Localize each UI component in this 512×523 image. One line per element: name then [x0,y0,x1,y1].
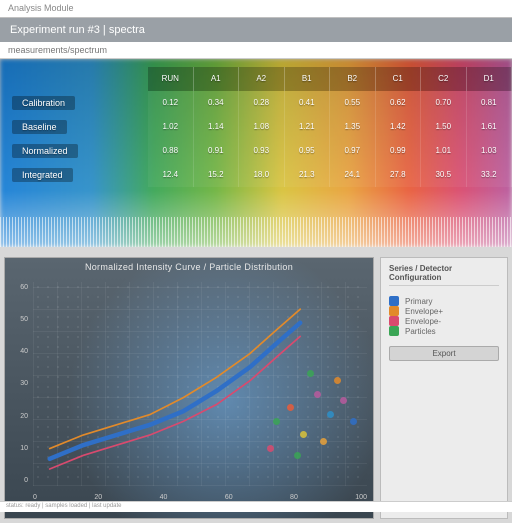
y-tick: 30 [5,380,31,387]
table-cell: 0.93 [239,139,285,163]
table-cell: 1.01 [421,139,467,163]
table-cell: 0.91 [194,139,240,163]
x-tick: 20 [94,494,102,501]
table-cell: 1.02 [148,115,194,139]
table-cell: 12.4 [148,163,194,187]
column-header[interactable]: B1 [285,67,331,91]
legend-label: Primary [405,297,433,306]
legend-swatch [389,296,399,306]
column-header[interactable]: D1 [467,67,512,91]
table-cell: 1.35 [330,115,376,139]
table-cell: 1.42 [376,115,422,139]
table-cell: 0.88 [148,139,194,163]
legend-swatch [389,326,399,336]
table-cell: 1.50 [421,115,467,139]
y-tick: 60 [5,284,31,291]
column-header[interactable]: B2 [330,67,376,91]
x-tick: 60 [225,494,233,501]
x-tick: 0 [33,494,37,501]
y-tick: 10 [5,445,31,452]
legend-items: PrimaryEnvelope+Envelope-Particles [389,296,499,336]
table-cell: 1.08 [239,115,285,139]
chart-panel: Normalized Intensity Curve / Particle Di… [4,257,374,519]
table-cell: 33.2 [467,163,512,187]
y-axis: 60 50 40 30 20 10 0 [5,276,31,504]
column-header[interactable]: C1 [376,67,422,91]
scatter-point [287,404,294,411]
breadcrumb: measurements/spectrum [0,42,512,59]
table-cell: 1.21 [285,115,331,139]
table-cell: 21.3 [285,163,331,187]
table-cell: 1.14 [194,115,240,139]
legend-row[interactable]: Envelope- [389,316,499,326]
legend-label: Envelope+ [405,307,443,316]
table-cell: 0.12 [148,91,194,115]
page-title: Experiment run #3 | spectra [10,24,145,36]
lower-container: Normalized Intensity Curve / Particle Di… [0,247,512,523]
app-topbar: Analysis Module [0,0,512,18]
table-cell: 0.81 [467,91,512,115]
table-cell: 0.34 [194,91,240,115]
scatter-point [294,452,301,459]
status-footer: status: ready | samples loaded | last up… [0,501,512,512]
legend-row[interactable]: Envelope+ [389,306,499,316]
scatter-point [327,411,334,418]
spectrum-ruler [0,217,512,247]
spectrum-panel: RUNA1A2B1B2C1C2D1 Calibration 0.120.340.28… [0,59,512,247]
row-label: Normalized [12,144,78,158]
table-cell: 0.41 [285,91,331,115]
series-upper [50,309,301,448]
table-cell: 27.8 [376,163,422,187]
table-cell: 0.95 [285,139,331,163]
footer-text: status: ready | samples loaded | last up… [6,503,122,509]
y-tick: 40 [5,348,31,355]
legend-label: Envelope- [405,317,441,326]
table-cell: 0.62 [376,91,422,115]
plot-svg [33,282,367,486]
table-cell: 18.0 [239,163,285,187]
scatter-point [334,377,341,384]
page-header: Experiment run #3 | spectra [0,18,512,42]
table-cell: 0.70 [421,91,467,115]
table-cell: 15.2 [194,163,240,187]
app-label: Analysis Module [8,3,74,13]
legend-label: Particles [405,327,436,336]
table-cell: 24.1 [330,163,376,187]
chart-title: Normalized Intensity Curve / Particle Di… [5,258,373,276]
export-button[interactable]: Export [389,346,499,361]
legend-row[interactable]: Particles [389,326,499,336]
scatter-point [267,445,274,452]
table-cell: 0.97 [330,139,376,163]
chart-body: 6050403020100 020406080100 [5,276,373,504]
legend-title: Series / Detector Configuration [389,264,499,286]
legend-panel: Series / Detector Configuration PrimaryE… [380,257,508,519]
x-tick: 40 [160,494,168,501]
table-cell: 0.28 [239,91,285,115]
column-header[interactable]: RUN [148,67,194,91]
y-tick: 50 [5,316,31,323]
x-tick: 80 [290,494,298,501]
breadcrumb-text: measurements/spectrum [8,45,107,55]
y-tick: 0 [5,477,31,484]
table-cell: 0.99 [376,139,422,163]
legend-swatch [389,306,399,316]
table-cell: 30.5 [421,163,467,187]
scatter-point [314,391,321,398]
legend-row[interactable]: Primary [389,296,499,306]
y-tick: 20 [5,413,31,420]
table-cell: 1.61 [467,115,512,139]
legend-swatch [389,316,399,326]
x-tick: 100 [355,494,367,501]
row-label: Baseline [12,120,67,134]
column-header[interactable]: A2 [239,67,285,91]
row-label: Calibration [12,96,75,110]
row-label: Integrated [12,168,73,182]
column-header[interactable]: A1 [194,67,240,91]
table-cell: 0.55 [330,91,376,115]
x-axis: 0 20 40 60 80 100 [33,494,367,501]
table-cell: 1.03 [467,139,512,163]
plot-area [33,282,367,486]
spectrum-table: RUNA1A2B1B2C1C2D1 Calibration 0.120.340.28… [0,59,512,195]
column-header[interactable]: C2 [421,67,467,91]
